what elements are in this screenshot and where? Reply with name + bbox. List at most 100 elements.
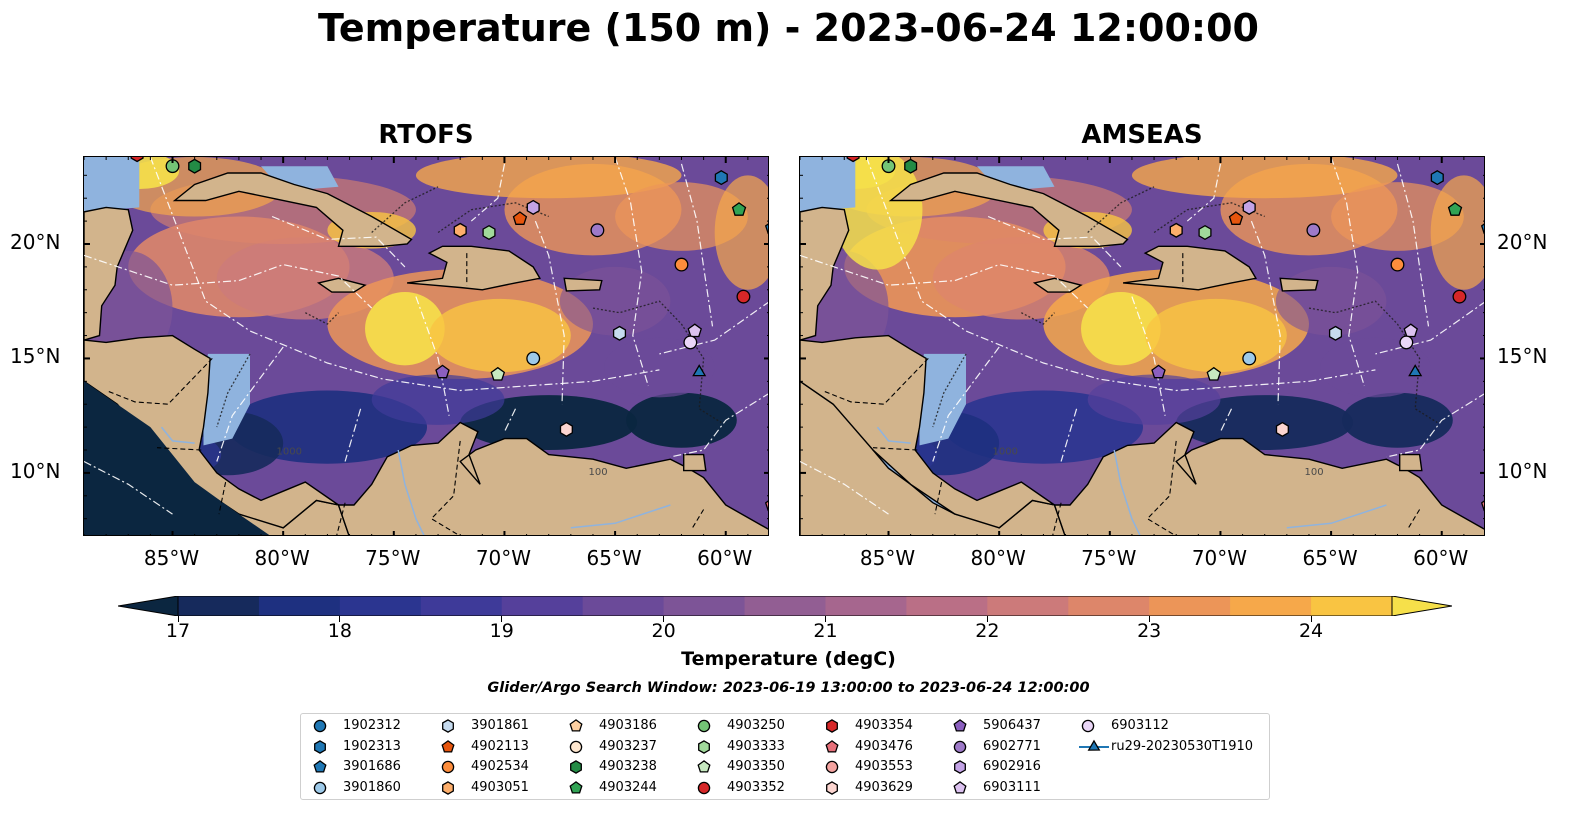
lon-tick-label: 70°W (475, 546, 532, 570)
amseas-map-panel: 1000 100 (799, 156, 1485, 536)
colorbar-tick-label: 18 (327, 620, 352, 642)
colorbar-tick-label: 20 (651, 620, 676, 642)
legend-marker-icon (953, 780, 967, 794)
colorbar-title: Temperature (degC) (681, 648, 896, 670)
legend-marker-icon (314, 739, 326, 754)
observation-marker-4903333 (482, 224, 496, 241)
observation-marker-6903111 (687, 323, 702, 338)
lat-tick-label: 20°N (10, 229, 61, 254)
legend-marker-icon (441, 739, 455, 753)
legend-label: 4903333 (727, 738, 785, 754)
colorbar-tick-label: 19 (489, 620, 514, 642)
observation-marker-6903112 (1399, 335, 1414, 350)
colorbar-segment (987, 596, 1069, 616)
legend-label: 4902534 (471, 759, 529, 774)
observation-marker-4903333 (1198, 224, 1212, 241)
contour-label: 1000 (277, 447, 302, 458)
legend-marker-icon (569, 740, 583, 753)
legend-label: 1902313 (343, 738, 401, 754)
colorbar-segment (501, 596, 584, 616)
legend-label: 4903186 (599, 718, 657, 733)
legend-marker-icon (1087, 739, 1101, 751)
observation-marker-6902916 (1242, 199, 1256, 215)
colorbar-tick-mark (824, 616, 826, 622)
legend-label: 3901860 (343, 779, 401, 795)
lon-tick-label: 75°W (1081, 546, 1137, 570)
legend-marker-icon (697, 781, 711, 794)
observation-marker-3901686 (1480, 223, 1484, 235)
observation-marker-4903350 (490, 366, 506, 381)
colorbar-segment (1149, 596, 1231, 616)
observation-marker-6903111 (1403, 323, 1418, 338)
legend-label: 4903237 (599, 738, 657, 754)
legend-marker-icon (313, 719, 327, 733)
colorbar-segment (1311, 596, 1393, 616)
observation-marker-ru29-20230530T1910 (692, 364, 707, 377)
colorbar-segment (906, 596, 988, 616)
colorbar-segment (339, 596, 422, 616)
observation-marker-6903112 (683, 335, 698, 350)
observation-marker-4903629 (1275, 421, 1289, 437)
observation-marker-4903051 (453, 222, 467, 238)
observation-marker-1902313 (714, 170, 728, 186)
lon-tick-label: 85°W (143, 546, 200, 570)
colorbar-tick-mark (339, 616, 341, 622)
colorbar-tick-label: 24 (1298, 620, 1324, 642)
legend-marker-icon (442, 719, 454, 733)
observation-marker-4903238 (188, 158, 202, 174)
contour-label: 1000 (993, 447, 1018, 458)
legend-label: 1902312 (343, 718, 401, 733)
legend-marker-icon (826, 780, 838, 795)
legend-marker-icon (569, 719, 583, 732)
legend-marker-icon (697, 760, 711, 773)
legend-marker-icon (953, 719, 967, 732)
colorbar-tick-mark (1310, 616, 1312, 622)
observation-legend: 1902312 1902313 3901686 3901860 3901861 49021… (300, 713, 1270, 800)
legend-marker-icon (825, 760, 839, 774)
observation-marker-3901860 (1242, 351, 1257, 366)
observation-marker-ru29-20230530T1910 (1408, 364, 1423, 377)
colorbar-segment (825, 596, 907, 616)
legend-label: 4903629 (855, 779, 913, 795)
colorbar-extend-high (1391, 596, 1452, 616)
colorbar-tick-label: 21 (813, 620, 838, 642)
legend-label: 4903553 (855, 759, 913, 774)
observation-marker-4903352 (736, 289, 751, 304)
observation-marker-6902771 (590, 223, 605, 238)
colorbar-segment (178, 596, 260, 616)
colorbar-tick-label: 23 (1137, 620, 1162, 642)
contour-label: 100 (1305, 467, 1324, 478)
observation-marker-4903350 (1206, 366, 1222, 381)
legend-label: 4903354 (855, 718, 913, 733)
lon-tick-label: 60°W (1413, 546, 1469, 570)
legend-marker-icon (313, 781, 327, 794)
legend-label: 4903250 (727, 718, 785, 733)
lon-tick-label: 75°W (365, 546, 421, 570)
observation-marker-4903244 (731, 202, 747, 216)
legend-marker-icon (697, 719, 711, 733)
legend-label: 4903244 (599, 779, 657, 795)
figure-title: Temperature (150 m) - 2023-06-24 12:00:0… (317, 6, 1259, 50)
legend-marker-icon (953, 740, 967, 753)
colorbar-segment (258, 596, 341, 616)
observation-marker-4902534 (1390, 257, 1405, 272)
observation-marker-1902313 (1430, 170, 1444, 186)
colorbar-segment (744, 596, 826, 616)
legend-label: 5906437 (983, 718, 1041, 733)
colorbar-segment (420, 596, 503, 616)
colorbar-tick-mark (177, 616, 179, 622)
colorbar-tick-mark (663, 616, 665, 622)
rtofs-map-panel: 1000 100 (83, 156, 769, 536)
observation-marker-4903354 (130, 157, 144, 163)
colorbar-tick-label: 17 (165, 620, 191, 642)
search-window-note: Glider/Argo Search Window: 2023-06-19 13… (487, 680, 1090, 696)
legend-label: 4902113 (471, 738, 529, 754)
observation-marker-3901860 (526, 351, 541, 366)
legend-label: ru29-20230530T1910 (1111, 738, 1254, 754)
contour-label: 100 (589, 467, 608, 478)
legend-marker-icon (441, 760, 455, 774)
legend-label: 4903352 (727, 779, 785, 795)
colorbar-extend-low (118, 596, 179, 616)
legend-label: 4903350 (727, 759, 785, 774)
observation-marker-6902771 (1306, 223, 1321, 238)
